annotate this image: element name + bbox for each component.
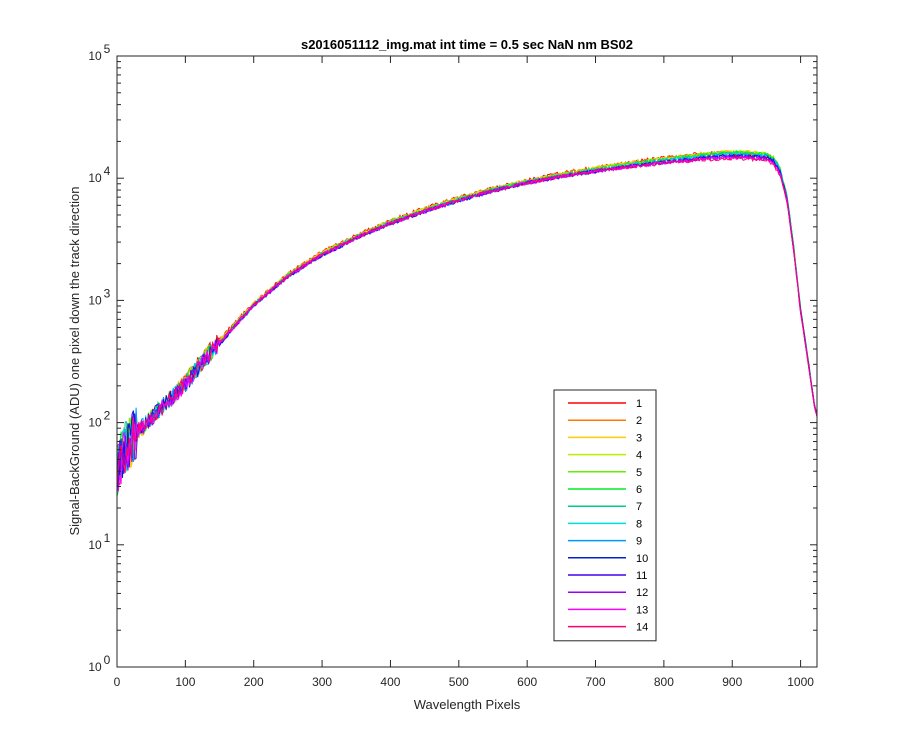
x-axis-label: Wavelength Pixels	[414, 697, 521, 712]
x-tick-label: 200	[244, 675, 264, 689]
series-line-14	[116, 155, 818, 486]
y-tick-label: 10	[88, 660, 102, 674]
x-tick-label: 500	[449, 675, 469, 689]
y-tick-label: 10	[88, 293, 102, 307]
x-tick-label: 800	[654, 675, 674, 689]
series-lines	[116, 149, 818, 497]
plot-area	[117, 56, 817, 667]
y-tick-exponent: 5	[104, 42, 111, 56]
legend-box	[553, 389, 657, 642]
y-tick-exponent: 1	[104, 531, 111, 545]
chart-title: s2016051112_img.mat int time = 0.5 sec N…	[301, 37, 633, 52]
x-tick-label: 900	[722, 675, 742, 689]
legend-label-6: 6	[636, 484, 642, 496]
legend-label-5: 5	[636, 467, 642, 479]
x-tick-label: 700	[586, 675, 606, 689]
legend-label-12: 12	[636, 587, 648, 599]
legend-label-4: 4	[636, 450, 642, 462]
y-tick-exponent: 4	[104, 164, 111, 178]
y-tick-label: 10	[88, 416, 102, 430]
legend-label-9: 9	[636, 536, 642, 548]
legend-label-11: 11	[636, 570, 647, 582]
legend-label-1: 1	[636, 398, 642, 410]
y-tick-label: 10	[88, 171, 102, 185]
legend-label-3: 3	[636, 432, 642, 444]
x-tick-label: 0	[114, 675, 121, 689]
legend-label-14: 14	[636, 622, 648, 634]
x-tick-label: 400	[380, 675, 400, 689]
y-tick-label: 10	[88, 538, 102, 552]
axes-box	[116, 55, 818, 668]
y-tick-exponent: 2	[104, 409, 111, 423]
x-tick-label: 300	[312, 675, 332, 689]
legend-label-2: 2	[636, 415, 642, 427]
x-tick-label: 1000	[787, 675, 814, 689]
legend-label-10: 10	[636, 553, 648, 565]
x-tick-label: 100	[175, 675, 195, 689]
legend-label-7: 7	[636, 501, 642, 513]
legend-label-13: 13	[636, 604, 648, 616]
x-tick-label: 600	[517, 675, 537, 689]
y-tick-exponent: 3	[104, 286, 111, 300]
legend-label-8: 8	[636, 518, 642, 530]
y-tick-label: 10	[88, 49, 102, 63]
y-tick-exponent: 0	[104, 653, 111, 667]
y-axis-label: Signal-BackGround (ADU) one pixel down t…	[67, 186, 82, 535]
